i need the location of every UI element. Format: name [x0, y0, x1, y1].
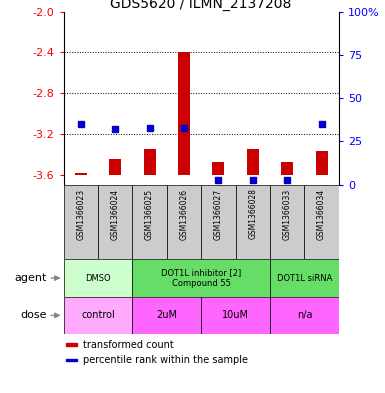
- Bar: [270, 297, 339, 334]
- Bar: [132, 297, 201, 334]
- Bar: [167, 185, 201, 259]
- Text: agent: agent: [15, 273, 47, 283]
- Text: GSM1366023: GSM1366023: [76, 188, 85, 240]
- Text: GSM1366026: GSM1366026: [179, 188, 189, 240]
- Bar: [201, 297, 270, 334]
- Bar: [305, 185, 339, 259]
- Bar: [316, 151, 328, 174]
- Text: GSM1366024: GSM1366024: [110, 188, 120, 240]
- Bar: [247, 149, 259, 174]
- Text: DMSO: DMSO: [85, 274, 111, 283]
- Bar: [64, 297, 132, 334]
- Bar: [201, 185, 236, 259]
- Bar: [64, 259, 132, 297]
- Bar: [281, 162, 293, 174]
- Text: GSM1366027: GSM1366027: [214, 188, 223, 240]
- Text: GSM1366028: GSM1366028: [248, 188, 257, 239]
- Bar: [132, 259, 270, 297]
- Text: DOT1L inhibitor [2]
Compound 55: DOT1L inhibitor [2] Compound 55: [161, 268, 241, 288]
- Bar: [64, 185, 98, 259]
- Text: 2uM: 2uM: [156, 310, 177, 320]
- Bar: [109, 159, 121, 174]
- Text: percentile rank within the sample: percentile rank within the sample: [83, 355, 248, 365]
- Bar: [270, 185, 305, 259]
- Title: GDS5620 / ILMN_2137208: GDS5620 / ILMN_2137208: [110, 0, 292, 11]
- Bar: [66, 343, 77, 345]
- Text: GSM1366025: GSM1366025: [145, 188, 154, 240]
- Bar: [213, 162, 224, 174]
- Text: GSM1366034: GSM1366034: [317, 188, 326, 240]
- Text: 10uM: 10uM: [222, 310, 249, 320]
- Bar: [270, 259, 339, 297]
- Text: n/a: n/a: [296, 310, 312, 320]
- Bar: [178, 53, 190, 174]
- Text: dose: dose: [20, 310, 47, 320]
- Bar: [66, 359, 77, 361]
- Text: DOT1L siRNA: DOT1L siRNA: [277, 274, 332, 283]
- Text: transformed count: transformed count: [83, 340, 174, 349]
- Text: GSM1366033: GSM1366033: [283, 188, 292, 240]
- Bar: [98, 185, 132, 259]
- Bar: [75, 173, 87, 174]
- Text: control: control: [81, 310, 115, 320]
- Bar: [144, 149, 156, 174]
- Bar: [132, 185, 167, 259]
- Bar: [236, 185, 270, 259]
